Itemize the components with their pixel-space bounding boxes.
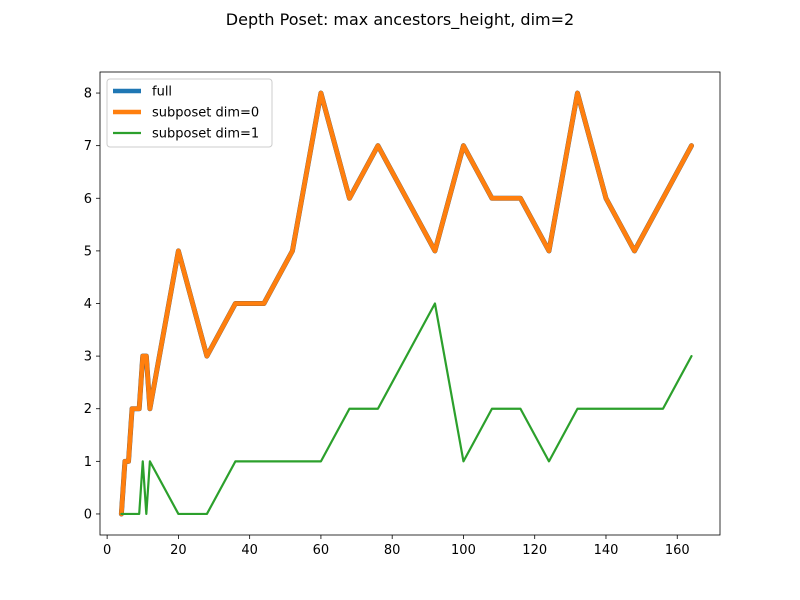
- legend-label: subposet dim=1: [152, 127, 259, 142]
- x-tick-label: 40: [241, 543, 258, 558]
- series-line-subposet-dim-0: [119, 90, 694, 517]
- x-tick-label: 160: [665, 543, 690, 558]
- y-tick-label: 3: [84, 350, 92, 365]
- y-tick-label: 7: [84, 139, 92, 154]
- y-tick-label: 2: [84, 402, 92, 417]
- x-tick-label: 140: [594, 543, 619, 558]
- legend-label: full: [152, 85, 172, 100]
- y-tick-label: 8: [84, 87, 92, 102]
- x-tick-label: 80: [384, 543, 401, 558]
- y-tick-label: 1: [84, 455, 92, 470]
- x-tick-label: 60: [313, 543, 330, 558]
- x-tick-label: 120: [522, 543, 547, 558]
- legend: full subposet dim=0 subposet dim=1: [106, 78, 273, 148]
- y-tick-label: 5: [84, 244, 92, 259]
- y-tick-label: 4: [84, 297, 92, 312]
- series-line-subposet-dim-1: [120, 302, 693, 516]
- y-tick-label: 0: [84, 507, 92, 522]
- x-tick-label: 20: [170, 543, 187, 558]
- series-layer: [118, 90, 694, 517]
- x-axis: 0 20 40 60 80 100 120 140 160: [103, 535, 690, 558]
- x-tick-label: 100: [451, 543, 476, 558]
- legend-box: [106, 78, 273, 148]
- y-tick-label: 6: [84, 192, 92, 207]
- legend-label: subposet dim=0: [152, 106, 259, 121]
- chart-title: Depth Poset: max ancestors_height, dim=2: [226, 10, 574, 30]
- x-tick-label: 0: [103, 543, 111, 558]
- y-axis: 0 1 2 3 4 5 6 7 8: [84, 87, 100, 522]
